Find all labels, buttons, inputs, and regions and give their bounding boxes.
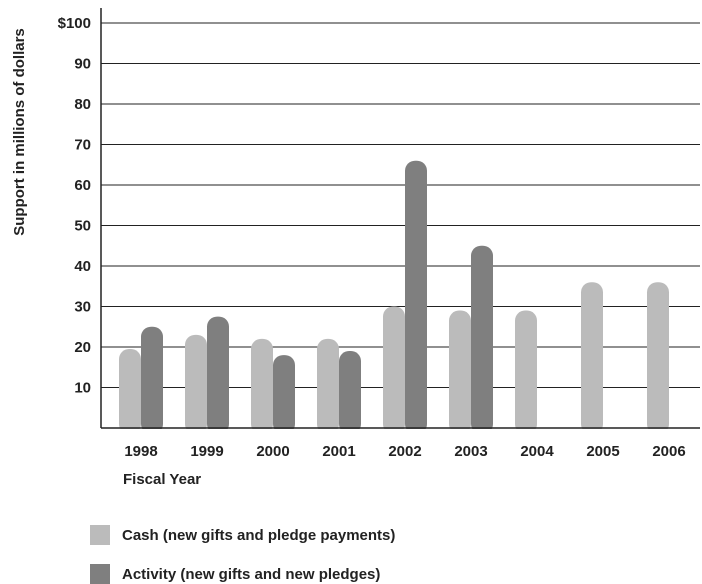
bar-activity-2000 [273, 355, 295, 434]
x-tick-label: 2001 [322, 443, 355, 460]
y-tick-label: 90 [74, 56, 91, 73]
y-tick-label: 50 [74, 218, 91, 235]
bar-activity-2003 [471, 245, 493, 434]
x-tick-label: 2000 [256, 443, 289, 460]
legend-item-cash: Cash (new gifts and pledge payments) [90, 525, 395, 545]
x-tick-label: 1999 [190, 443, 223, 460]
bar-cash-2005 [581, 282, 603, 434]
y-tick-label: 70 [74, 137, 91, 154]
legend-swatch-activity [90, 564, 110, 584]
y-tick-label: 60 [74, 177, 91, 194]
bars [102, 160, 701, 439]
x-tick-label: 2004 [520, 443, 554, 460]
bar-cash-2000 [251, 338, 273, 434]
bar-cash-2001 [317, 338, 339, 434]
bar-cash-1998 [119, 349, 141, 434]
x-tick-label: 2002 [388, 443, 421, 460]
axis-mask [102, 429, 701, 439]
y-tick-label: $100 [58, 15, 91, 32]
bar-activity-1999 [207, 316, 229, 434]
legend-label-cash: Cash (new gifts and pledge payments) [122, 526, 396, 544]
bar-cash-2003 [449, 310, 471, 434]
y-tick-label: 30 [74, 299, 91, 316]
legend-label-activity: Activity (new gifts and new pledges) [122, 565, 381, 583]
y-tick-labels: 10 20 30 40 50 60 70 80 90 $100 [58, 15, 91, 397]
bar-chart: 10 20 30 40 50 60 70 80 90 $100 1998 1999 2000 2001 2… [11, 8, 701, 488]
x-tick-labels: 1998 1999 2000 2001 2002 2003 2004 2005 2006 [124, 443, 685, 460]
x-tick-label: 2006 [652, 443, 685, 460]
legend-item-activity: Activity (new gifts and new pledges) [90, 564, 380, 584]
legend-swatch-cash [90, 525, 110, 545]
x-axis-label: Fiscal Year [123, 471, 201, 488]
bar-cash-2006 [647, 282, 669, 434]
x-tick-label: 2003 [454, 443, 487, 460]
bar-cash-1999 [185, 334, 207, 434]
bar-activity-2001 [339, 351, 361, 434]
bar-cash-2002 [383, 306, 405, 434]
bar-cash-2004 [515, 310, 537, 434]
y-tick-label: 80 [74, 96, 91, 113]
bar-activity-1998 [141, 326, 163, 434]
x-tick-label: 1998 [124, 443, 157, 460]
x-tick-label: 2005 [586, 443, 619, 460]
y-tick-label: 10 [74, 380, 91, 397]
bar-activity-2002 [405, 160, 427, 434]
y-axis-label: Support in millions of dollars [11, 28, 28, 236]
y-tick-label: 20 [74, 339, 91, 356]
y-tick-label: 40 [74, 258, 91, 275]
